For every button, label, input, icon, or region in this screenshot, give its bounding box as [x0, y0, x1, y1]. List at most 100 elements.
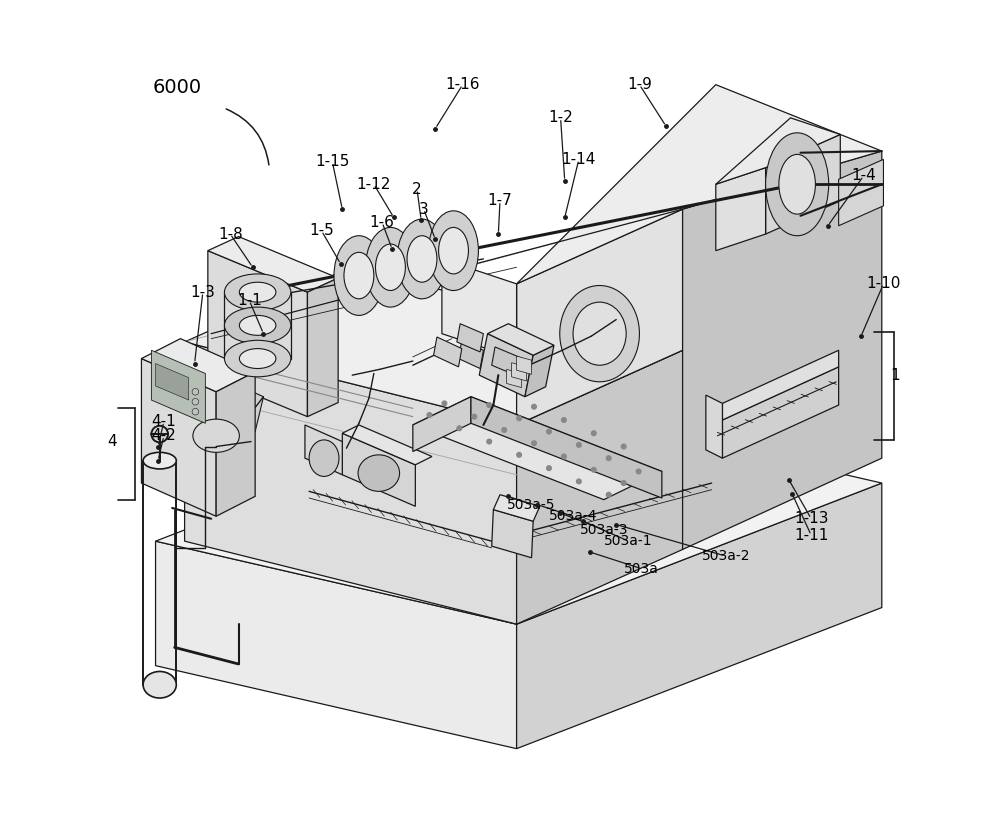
- Circle shape: [621, 444, 626, 449]
- Text: 1-12: 1-12: [357, 177, 391, 192]
- Text: 503a-2: 503a-2: [702, 549, 750, 563]
- Polygon shape: [722, 350, 839, 420]
- Ellipse shape: [407, 236, 437, 282]
- Ellipse shape: [334, 236, 384, 315]
- Polygon shape: [216, 372, 255, 516]
- Text: 1: 1: [890, 368, 900, 383]
- Polygon shape: [442, 259, 517, 359]
- Polygon shape: [458, 340, 483, 369]
- Polygon shape: [156, 400, 882, 624]
- Polygon shape: [305, 425, 342, 475]
- Circle shape: [192, 408, 199, 415]
- Text: 1-13: 1-13: [794, 511, 828, 526]
- Ellipse shape: [143, 452, 176, 469]
- Ellipse shape: [429, 211, 478, 290]
- Text: 1-6: 1-6: [370, 215, 395, 230]
- Circle shape: [577, 442, 581, 447]
- Circle shape: [562, 454, 566, 459]
- Circle shape: [192, 388, 199, 395]
- Ellipse shape: [143, 671, 176, 698]
- Polygon shape: [706, 395, 722, 458]
- Polygon shape: [492, 510, 533, 558]
- Polygon shape: [507, 369, 522, 388]
- Polygon shape: [525, 345, 554, 397]
- Text: 1-14: 1-14: [562, 152, 596, 167]
- Polygon shape: [151, 350, 205, 423]
- Polygon shape: [141, 359, 216, 516]
- Ellipse shape: [224, 274, 291, 310]
- Ellipse shape: [309, 440, 339, 476]
- Polygon shape: [307, 278, 338, 417]
- Circle shape: [457, 426, 462, 431]
- Polygon shape: [208, 237, 338, 292]
- Ellipse shape: [358, 455, 400, 491]
- Circle shape: [547, 429, 551, 434]
- Circle shape: [547, 466, 551, 471]
- Text: 1-5: 1-5: [309, 223, 334, 238]
- Polygon shape: [185, 267, 683, 425]
- Polygon shape: [517, 209, 683, 425]
- Ellipse shape: [573, 302, 626, 365]
- Polygon shape: [185, 342, 517, 624]
- Polygon shape: [492, 347, 527, 378]
- Ellipse shape: [366, 227, 415, 307]
- Polygon shape: [342, 433, 415, 506]
- Polygon shape: [517, 483, 882, 749]
- Text: 503a-5: 503a-5: [507, 498, 556, 511]
- Polygon shape: [342, 425, 432, 465]
- Circle shape: [606, 456, 611, 461]
- Ellipse shape: [193, 419, 239, 452]
- Ellipse shape: [375, 244, 405, 290]
- Polygon shape: [716, 118, 840, 184]
- Circle shape: [517, 452, 521, 457]
- Text: 4-1: 4-1: [151, 414, 176, 429]
- Text: 1-8: 1-8: [218, 227, 243, 242]
- Circle shape: [532, 441, 536, 446]
- Text: 2: 2: [412, 182, 422, 197]
- Text: 1-1: 1-1: [237, 293, 262, 308]
- Circle shape: [621, 481, 626, 486]
- Polygon shape: [208, 251, 307, 417]
- Circle shape: [636, 469, 641, 474]
- Text: 1-7: 1-7: [488, 193, 512, 208]
- Circle shape: [562, 417, 566, 422]
- Circle shape: [606, 492, 611, 497]
- Polygon shape: [512, 363, 527, 381]
- Polygon shape: [413, 397, 662, 500]
- Ellipse shape: [239, 349, 276, 369]
- Text: 1-3: 1-3: [190, 285, 215, 300]
- Ellipse shape: [224, 340, 291, 377]
- Polygon shape: [716, 168, 766, 251]
- Text: 1-4: 1-4: [851, 168, 876, 183]
- Polygon shape: [493, 495, 540, 521]
- Text: 503a-3: 503a-3: [580, 523, 628, 536]
- Circle shape: [502, 427, 506, 432]
- Polygon shape: [222, 382, 263, 432]
- Text: 6000: 6000: [153, 78, 202, 96]
- Ellipse shape: [224, 307, 291, 344]
- Polygon shape: [457, 324, 483, 352]
- Ellipse shape: [239, 315, 276, 335]
- Circle shape: [591, 467, 596, 472]
- Ellipse shape: [779, 154, 815, 214]
- Polygon shape: [517, 356, 532, 374]
- Text: 503a-4: 503a-4: [549, 510, 597, 523]
- Text: 1-10: 1-10: [866, 276, 901, 291]
- Polygon shape: [766, 134, 840, 234]
- Polygon shape: [471, 397, 662, 498]
- Polygon shape: [683, 151, 882, 549]
- Circle shape: [442, 401, 447, 406]
- Circle shape: [487, 403, 492, 408]
- Polygon shape: [434, 337, 462, 367]
- Text: 1-16: 1-16: [445, 77, 480, 92]
- Circle shape: [577, 479, 581, 484]
- Ellipse shape: [439, 227, 468, 274]
- Text: 1-15: 1-15: [315, 154, 350, 169]
- Text: 503a-1: 503a-1: [604, 535, 653, 548]
- Text: 4: 4: [107, 434, 117, 449]
- Ellipse shape: [239, 282, 276, 302]
- Circle shape: [487, 439, 492, 444]
- Polygon shape: [839, 159, 883, 226]
- Circle shape: [532, 404, 536, 409]
- Polygon shape: [517, 85, 882, 284]
